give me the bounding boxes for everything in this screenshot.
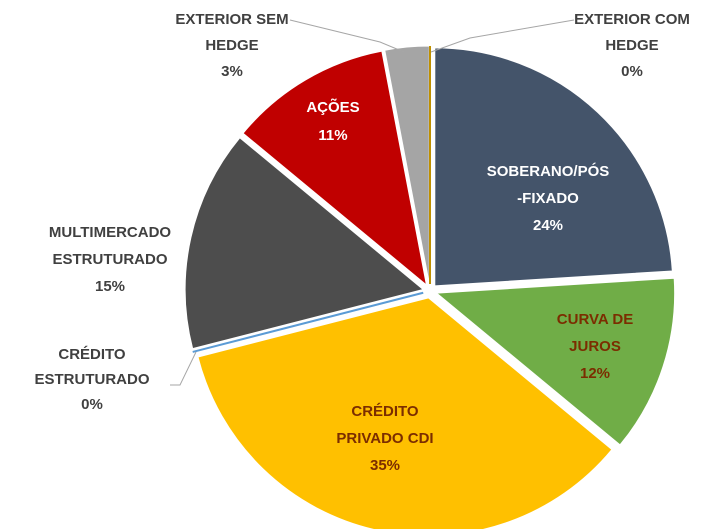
pie-slice: [435, 277, 676, 446]
slice-label: SOBERANO/PÓS: [487, 162, 610, 180]
pie-slice: [192, 291, 424, 353]
value-label: 0%: [81, 396, 103, 413]
pie-slice: [184, 137, 425, 350]
value-label: 0%: [621, 63, 643, 80]
pie-slice: [434, 47, 673, 287]
value-label: 12%: [580, 365, 610, 382]
pie-slice: [197, 297, 613, 529]
slice-label: PRIVADO CDI: [336, 430, 433, 447]
slice-label: HEDGE: [605, 37, 658, 54]
slice-label: HEDGE: [205, 37, 258, 54]
slice-label: AÇÕES: [306, 98, 359, 116]
slice-label: JUROS: [569, 338, 621, 355]
value-label: 24%: [533, 217, 563, 234]
value-label: 11%: [318, 127, 347, 144]
slice-label: CURVA DE: [557, 311, 633, 328]
slice-label: EXTERIOR COM: [574, 11, 690, 28]
slice-label: CRÉDITO: [351, 403, 419, 420]
value-label: 15%: [95, 278, 125, 295]
slice-label: -FIXADO: [517, 190, 579, 207]
leader-line: [170, 351, 197, 386]
value-label: 3%: [221, 63, 243, 80]
slice-label: ESTRUTURADO: [35, 371, 150, 388]
slice-label: EXTERIOR SEM: [175, 11, 288, 28]
slice-label: ESTRUTURADO: [53, 251, 168, 268]
value-label: 35%: [370, 457, 400, 474]
leader-line: [430, 19, 575, 53]
slice-label: CRÉDITO: [58, 346, 126, 363]
leader-line: [289, 19, 405, 53]
slice-label: MULTIMERCADO: [49, 224, 172, 241]
pie-slice: [242, 50, 428, 287]
